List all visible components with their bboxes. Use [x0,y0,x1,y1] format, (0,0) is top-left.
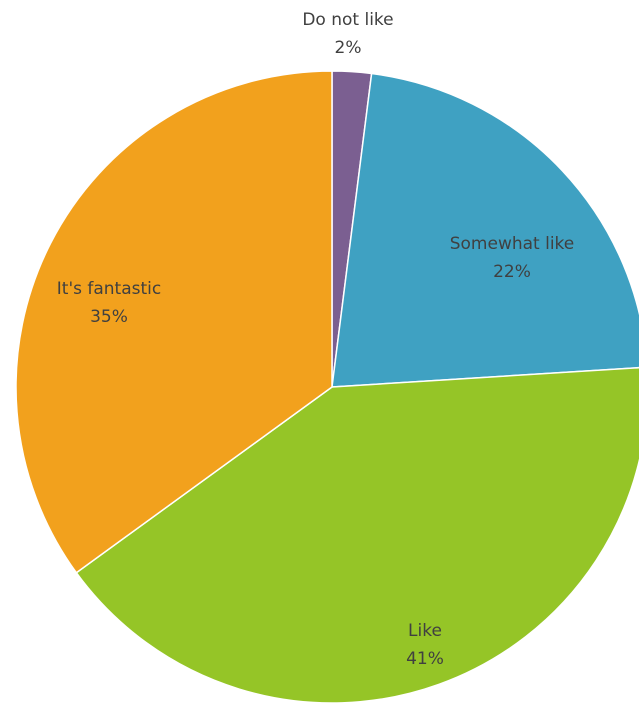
slice-value-it-s-fantastic: 35% [90,307,128,327]
pie-slice-like [75,366,639,704]
pie-slices [15,70,639,704]
pie-slice-it-s-fantastic [15,70,333,574]
slice-label-it-s-fantastic: It's fantastic [57,279,161,299]
pie-slice-somewhat-like [331,72,639,388]
slice-label-do-not-like: Do not like [302,10,393,30]
pie-data-labels: Do not like 2% Somewhat like 22% Like 41% It's… [57,10,575,669]
slice-value-do-not-like: 2% [335,38,362,58]
slice-value-like: 41% [406,649,444,669]
slice-value-somewhat-like: 22% [493,262,531,282]
slice-label-like: Like [408,621,442,641]
slice-label-somewhat-like: Somewhat like [450,234,575,254]
